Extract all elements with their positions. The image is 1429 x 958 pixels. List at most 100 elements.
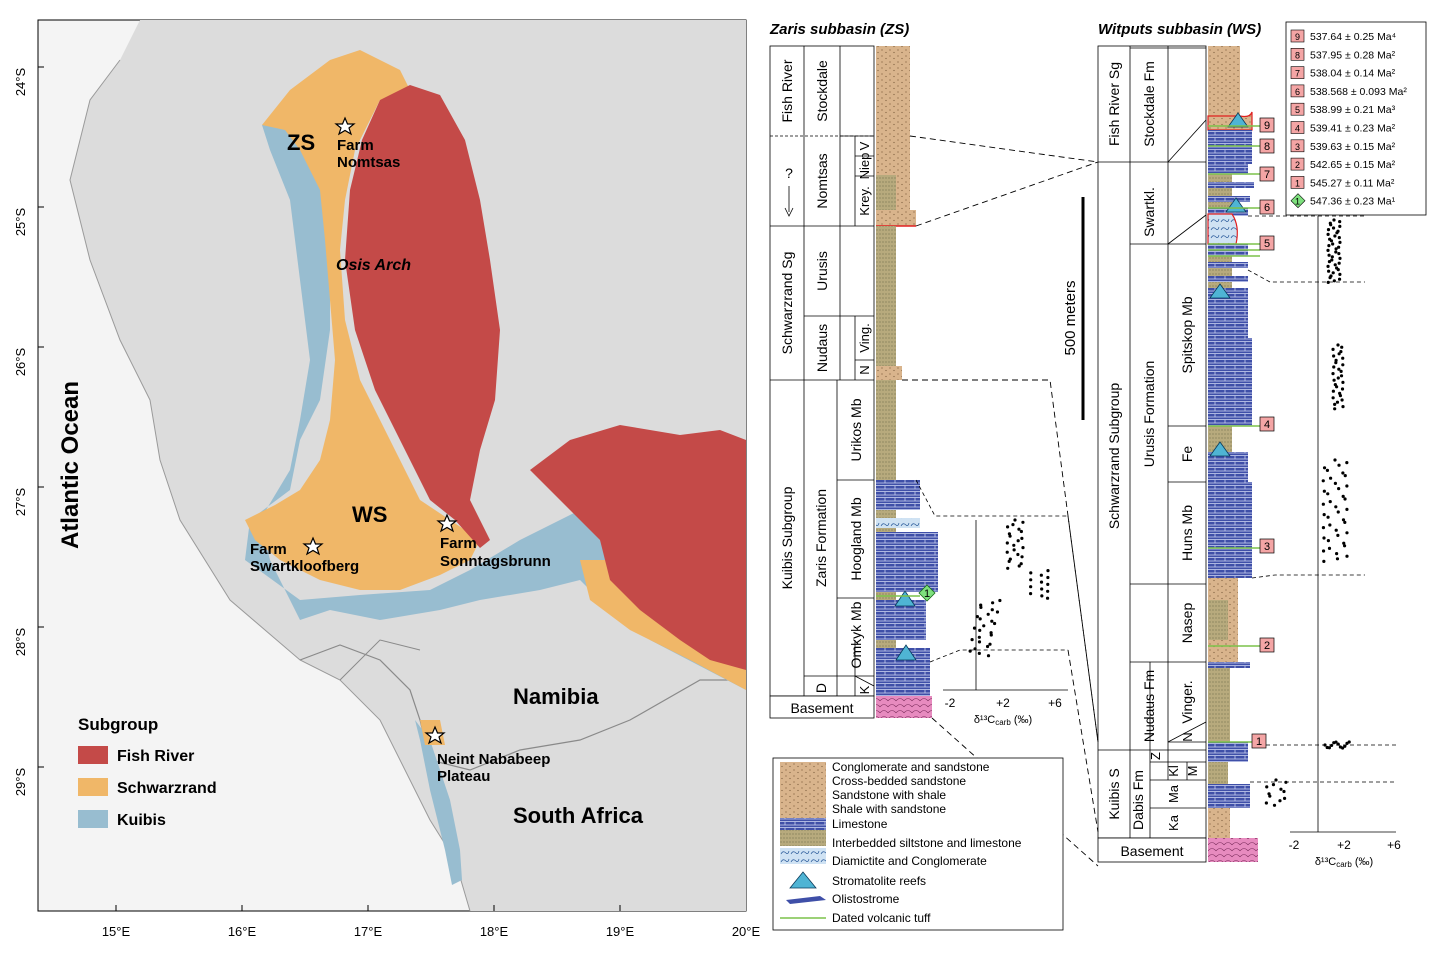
isotope-point bbox=[1046, 589, 1050, 593]
unit-label: M bbox=[1185, 766, 1200, 777]
isotope-point bbox=[1016, 539, 1020, 543]
map-legend: Subgroup Fish River Schwarzrand Kuibis bbox=[78, 715, 217, 829]
unit-label: Nudaus bbox=[814, 324, 830, 372]
unit-label: Vinger. bbox=[1179, 680, 1195, 723]
age-text: 538.568 ± 0.093 Ma² bbox=[1310, 86, 1407, 98]
isotope-point bbox=[992, 621, 997, 626]
age-text: 539.41 ± 0.23 Ma² bbox=[1310, 123, 1396, 135]
isotope-point bbox=[1333, 481, 1338, 485]
age-marker bbox=[1290, 139, 1305, 153]
isotope-point bbox=[1016, 552, 1020, 557]
unit-label: N bbox=[857, 365, 872, 374]
isotope-point bbox=[1330, 255, 1334, 259]
isotope-point bbox=[1345, 484, 1349, 488]
farm-label: Farm bbox=[250, 541, 287, 558]
age-number: 1 bbox=[1256, 736, 1262, 748]
age-entry: 2 542.65 ± 0.15 Ma² bbox=[1290, 157, 1396, 171]
age-marker bbox=[1290, 29, 1305, 43]
isotope-point bbox=[1338, 272, 1342, 276]
isotope-point bbox=[1019, 562, 1023, 566]
isotope-point bbox=[1343, 744, 1347, 748]
age-number: 6 bbox=[1295, 87, 1300, 97]
age-number: 1 bbox=[1295, 197, 1300, 207]
isotope-point bbox=[1342, 541, 1346, 545]
unit-label: Omkyk Mb bbox=[848, 601, 864, 668]
age-markers: 9 8 7 6 5 4 3 2 1 bbox=[1251, 117, 1275, 749]
star-icon bbox=[334, 116, 356, 136]
isotope-point bbox=[998, 598, 1002, 603]
age-number: 4 bbox=[1295, 124, 1300, 134]
axis-tick: +2 bbox=[996, 696, 1010, 710]
isotope-point bbox=[1326, 280, 1330, 284]
isotope-point bbox=[1332, 378, 1336, 382]
age-number: 1 bbox=[924, 588, 930, 600]
unit-label: Basement bbox=[790, 700, 853, 716]
witputs-title: Witputs subbasin (WS) bbox=[1098, 21, 1261, 38]
legend-item: Fish River bbox=[117, 748, 194, 765]
isotope-point bbox=[1327, 260, 1332, 264]
age-marker bbox=[1290, 84, 1305, 98]
isotope-point bbox=[989, 633, 993, 637]
age-text: 542.65 ± 0.15 Ma² bbox=[1310, 159, 1396, 171]
isotope-point bbox=[1040, 587, 1044, 591]
isotope-point bbox=[1322, 466, 1327, 470]
isotope-point bbox=[977, 640, 982, 644]
isotope-point bbox=[1017, 527, 1021, 531]
isotope-point bbox=[1329, 239, 1334, 243]
zaris-title: Zaris subbasin (ZS) bbox=[769, 21, 909, 38]
lat-label: 24°S bbox=[13, 68, 28, 97]
isotope-point bbox=[990, 619, 994, 623]
farm-swartkloofberg: Farm Swartkloofberg bbox=[250, 536, 359, 575]
isotope-point bbox=[1005, 541, 1009, 545]
isotope-point bbox=[1321, 549, 1326, 553]
isotope-point bbox=[1337, 252, 1341, 256]
age-marker bbox=[1290, 66, 1305, 79]
schwarzrand-outcrop bbox=[245, 50, 480, 590]
zs-label: ZS bbox=[287, 130, 315, 155]
zaris-isotope-points bbox=[968, 518, 1050, 658]
isotope-point bbox=[1331, 226, 1336, 230]
isotope-point bbox=[1326, 492, 1330, 496]
age-entry: 5 538.99 ± 0.21 Ma³ bbox=[1290, 102, 1396, 116]
legend-item: Sandstone with shale bbox=[832, 788, 946, 802]
axis-tick: -2 bbox=[1289, 838, 1300, 852]
unit-label: Z bbox=[1148, 752, 1163, 760]
age-entry: 4 539.41 ± 0.23 Ma² bbox=[1290, 121, 1396, 135]
lat-ticks: 24°S 25°S 26°S 27°S 28°S 29°S 15°E 16°E … bbox=[13, 68, 760, 939]
isotope-point bbox=[989, 631, 993, 635]
isotope-point bbox=[1039, 573, 1043, 577]
isotope-point bbox=[1327, 253, 1331, 257]
isotope-point bbox=[1274, 778, 1278, 782]
unit-label: Nasep bbox=[1179, 603, 1195, 644]
ws-label: WS bbox=[352, 502, 387, 527]
isotope-point bbox=[1279, 787, 1283, 791]
lat-label: 25°S bbox=[13, 208, 28, 237]
axis-tick: +6 bbox=[1048, 696, 1062, 710]
unit-label: Ving. bbox=[857, 323, 872, 352]
isotope-point bbox=[1331, 242, 1335, 246]
star-icon bbox=[436, 513, 458, 533]
farm-label: Nomtsas bbox=[337, 154, 400, 171]
legend-item: Kuibis bbox=[117, 812, 166, 829]
isotope-point bbox=[1046, 582, 1050, 587]
isotope-point bbox=[1334, 247, 1338, 251]
isotope-point bbox=[1340, 345, 1344, 349]
unit-label: Niep bbox=[857, 153, 872, 180]
legend-item: Cross-bedded sandstone bbox=[832, 774, 966, 788]
isotope-point bbox=[975, 615, 979, 619]
isotope-point bbox=[1347, 740, 1351, 744]
isotope-point bbox=[1345, 461, 1349, 465]
isotope-point bbox=[1345, 531, 1349, 535]
isotope-point bbox=[1005, 550, 1009, 554]
star-icon bbox=[302, 536, 324, 556]
legend-swatch-fish-river bbox=[78, 746, 108, 764]
isotope-point bbox=[1337, 236, 1341, 240]
isotope-point bbox=[1332, 354, 1336, 358]
age-number: 6 bbox=[1264, 202, 1270, 214]
age-entry: 7 538.04 ± 0.14 Ma² bbox=[1290, 66, 1396, 80]
lat-label: 28°S bbox=[13, 628, 28, 657]
isotope-point bbox=[1333, 263, 1337, 267]
isotope-point bbox=[1321, 479, 1325, 483]
isotope-point bbox=[1331, 389, 1335, 393]
